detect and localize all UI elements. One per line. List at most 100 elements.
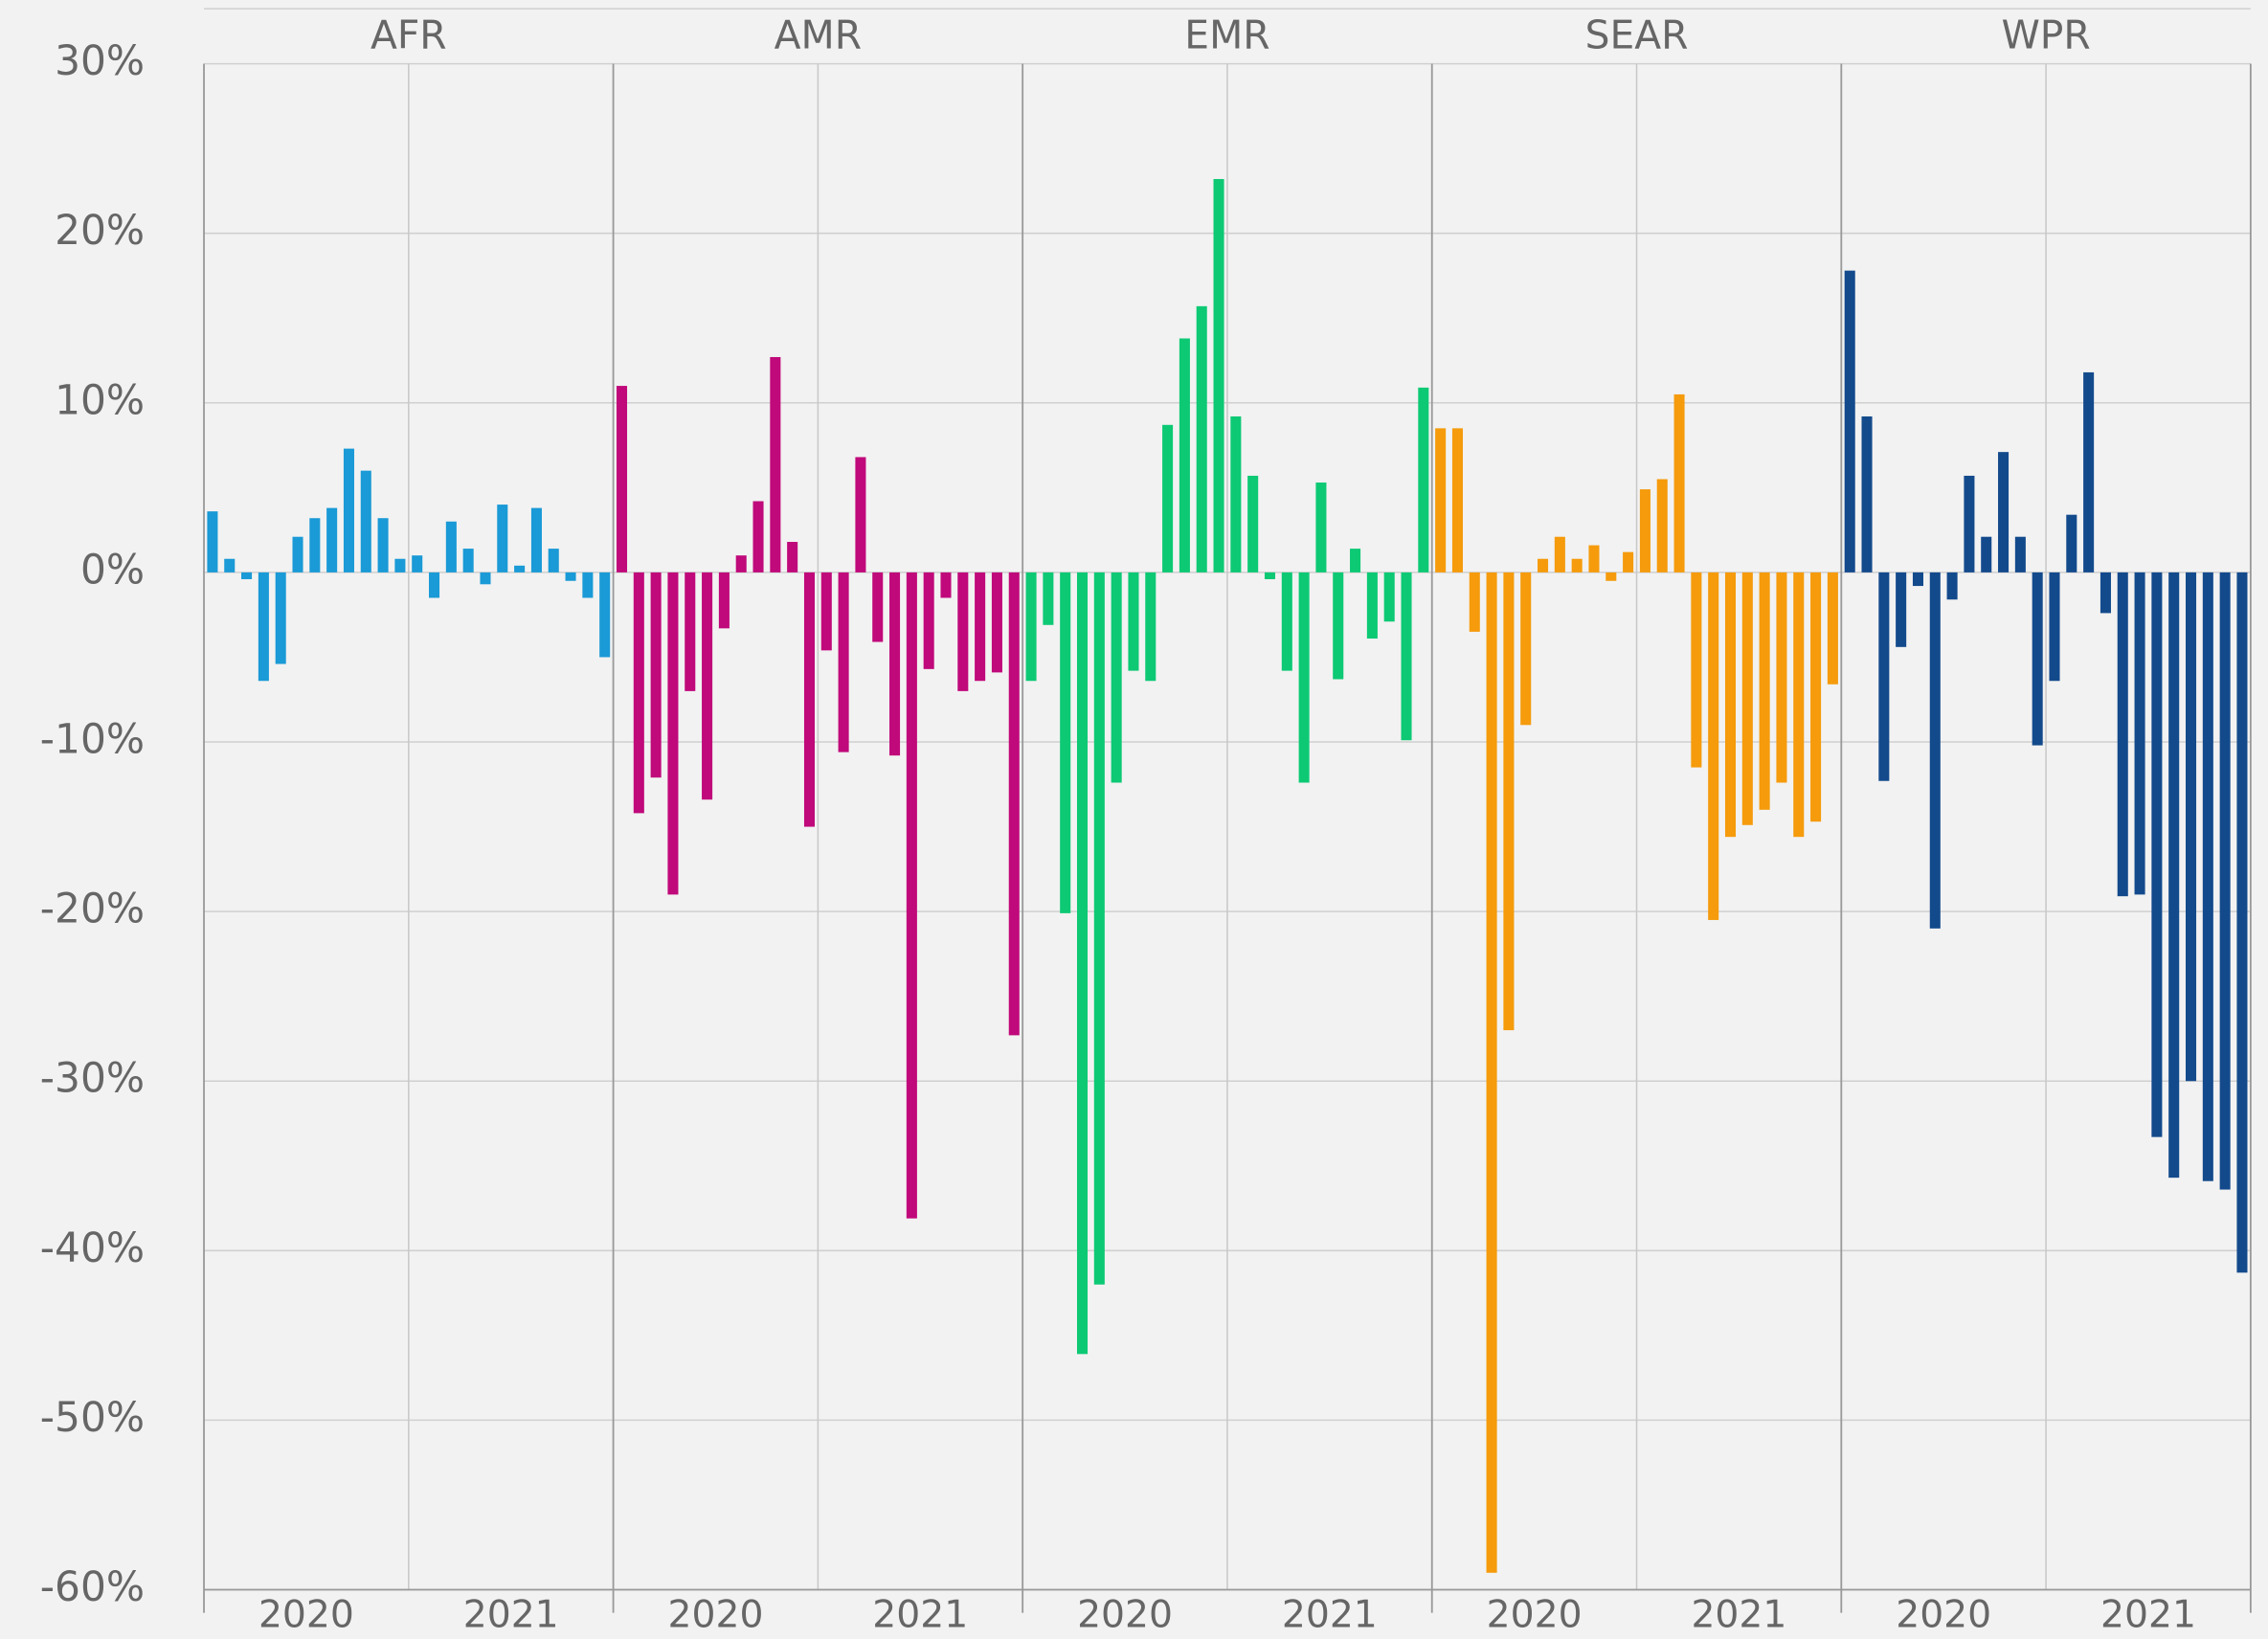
bar [582, 572, 594, 598]
bar [207, 511, 218, 573]
y-tick-label: -40% [40, 1224, 145, 1271]
x-tick-label: 2021 [463, 1594, 559, 1637]
bar [1128, 572, 1139, 671]
bar [770, 356, 781, 573]
bar [923, 572, 934, 669]
bar [1844, 270, 1855, 573]
bar [394, 558, 406, 573]
bar [514, 565, 526, 573]
bar [445, 521, 457, 573]
bar [1333, 572, 1344, 680]
bar [292, 536, 303, 573]
bar [2014, 536, 2026, 573]
bar [1315, 483, 1327, 573]
y-tick-label: -30% [40, 1055, 145, 1102]
bar [480, 572, 491, 585]
bar [241, 572, 253, 579]
bar [2117, 572, 2128, 897]
bar [1878, 572, 1890, 781]
bar [752, 501, 764, 573]
bar [650, 572, 662, 778]
bar [1093, 572, 1105, 1285]
bar [1656, 479, 1668, 573]
bar [2185, 572, 2197, 1082]
bar [1162, 424, 1174, 573]
bar [855, 457, 866, 573]
x-tick-label: 2021 [1691, 1594, 1786, 1637]
bar [1929, 572, 1941, 929]
bar [1281, 572, 1292, 671]
bar [1503, 572, 1515, 1031]
bar [940, 572, 952, 598]
bar [975, 572, 986, 682]
bar [309, 518, 321, 573]
bar [1520, 572, 1532, 726]
panel-title: SEAR [1585, 11, 1689, 57]
bar [735, 555, 747, 573]
bar [2134, 572, 2145, 895]
bar [1571, 558, 1583, 573]
bar [2066, 514, 2077, 573]
bar [1247, 475, 1259, 573]
bar [1810, 572, 1822, 822]
bar [1043, 572, 1054, 625]
bar [1998, 452, 2010, 573]
x-tick-label: 2020 [1077, 1594, 1173, 1637]
bar [1418, 387, 1429, 573]
bar [667, 572, 679, 895]
bar [2151, 572, 2163, 1137]
bar [1981, 536, 1992, 573]
bar [1741, 572, 1753, 825]
bar [1111, 572, 1122, 783]
bar [326, 507, 338, 573]
bar [1469, 572, 1480, 632]
bar [991, 572, 1002, 673]
bar [1827, 572, 1838, 685]
bar [1145, 572, 1156, 682]
bar [258, 572, 269, 682]
bar [803, 572, 815, 827]
bar [685, 572, 696, 691]
bar [565, 572, 576, 581]
bar [462, 549, 474, 573]
y-tick-label: -10% [40, 716, 145, 763]
bar [2100, 572, 2111, 614]
bar [889, 572, 901, 756]
bar [1639, 489, 1650, 573]
bar [1350, 549, 1361, 573]
bar [412, 555, 423, 573]
bar [1691, 572, 1702, 768]
bar [343, 448, 354, 573]
y-tick-label: 0% [80, 546, 145, 593]
bar [530, 507, 542, 573]
bar [1776, 572, 1787, 783]
bar [1708, 572, 1719, 920]
x-tick-label: 2020 [1487, 1594, 1583, 1637]
bar [820, 572, 832, 651]
bar [1060, 572, 1071, 913]
y-tick-label: 30% [55, 37, 145, 84]
x-tick-label: 2020 [258, 1594, 354, 1637]
bar [702, 572, 713, 800]
y-tick-label: 20% [55, 207, 145, 254]
bar [872, 572, 884, 642]
bar [1298, 572, 1310, 783]
bar [1538, 558, 1549, 573]
x-tick-label: 2021 [872, 1594, 968, 1637]
bar [2219, 572, 2231, 1190]
bar [2049, 572, 2060, 682]
bar [360, 470, 371, 573]
bar [1076, 572, 1089, 1355]
bar [2168, 572, 2180, 1179]
bar [957, 572, 969, 691]
bar [838, 572, 849, 752]
y-tick-label: -50% [40, 1394, 145, 1441]
bar [1008, 572, 1020, 1036]
bar [616, 386, 628, 573]
bar [2202, 572, 2213, 1181]
bar [1964, 475, 1975, 573]
bar [1025, 572, 1037, 682]
bar [718, 572, 730, 629]
